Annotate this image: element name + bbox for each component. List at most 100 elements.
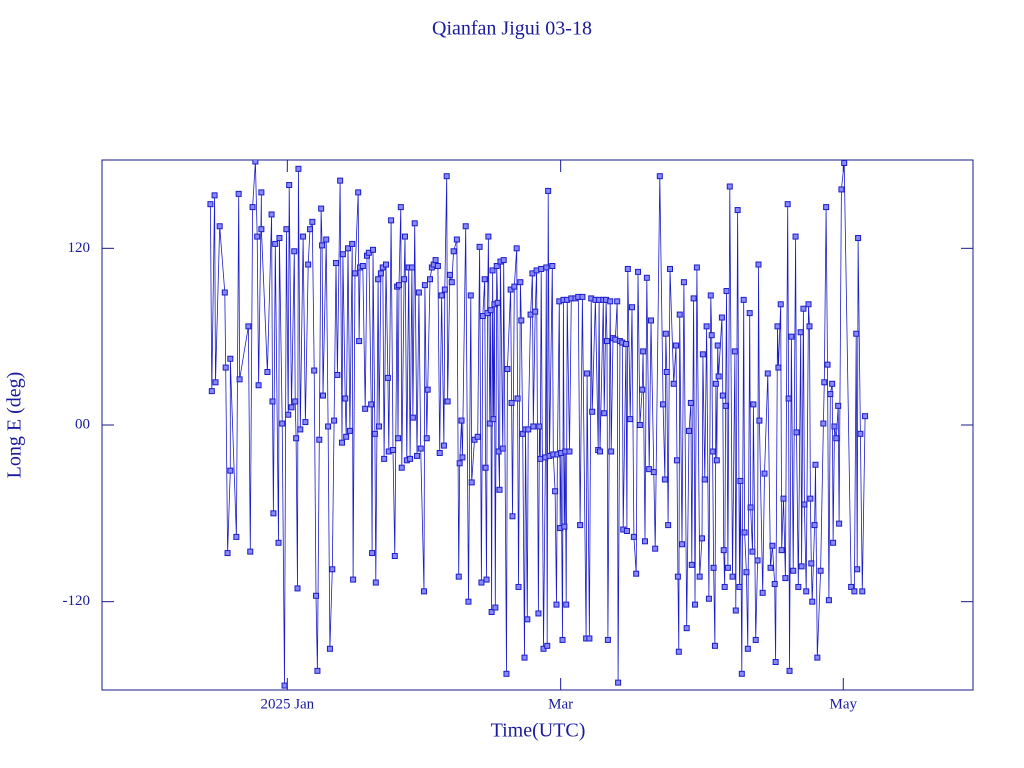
- track-point: [788, 333, 795, 340]
- track-point: [775, 364, 782, 371]
- track-point: [648, 317, 655, 324]
- track-point: [851, 588, 858, 595]
- track-point: [713, 457, 720, 464]
- track-point: [346, 427, 353, 434]
- track-point: [701, 476, 708, 483]
- track-point: [703, 323, 710, 330]
- track-point: [643, 274, 650, 281]
- track-point: [411, 220, 418, 227]
- track-point: [830, 539, 837, 546]
- track-point: [468, 479, 475, 486]
- track-point: [334, 371, 341, 378]
- track-point: [490, 416, 497, 423]
- track-point: [812, 461, 819, 468]
- track-point: [679, 541, 686, 548]
- track-point: [441, 286, 448, 293]
- track-point: [384, 374, 391, 381]
- track-point: [724, 564, 731, 571]
- track-point: [395, 435, 402, 442]
- track-point: [712, 380, 719, 387]
- track-point: [825, 597, 832, 604]
- track-point: [455, 573, 462, 580]
- track-point: [639, 386, 646, 393]
- track-point: [496, 486, 503, 493]
- track-point: [774, 323, 781, 330]
- track-point: [521, 654, 528, 661]
- track-point: [503, 670, 510, 677]
- track-point: [227, 355, 234, 362]
- track-point: [680, 279, 687, 286]
- track-point: [224, 550, 231, 557]
- track-point: [499, 445, 506, 452]
- track-point: [350, 576, 357, 583]
- track-point: [714, 342, 721, 349]
- track-point: [721, 583, 728, 590]
- track-point: [650, 469, 657, 476]
- track-point: [696, 573, 703, 580]
- track-point: [604, 636, 611, 643]
- track-point: [764, 370, 771, 377]
- track-point: [207, 201, 214, 208]
- track-point: [417, 445, 424, 452]
- track-point: [508, 399, 515, 406]
- track-point: [537, 455, 544, 462]
- y-tick-label: -120: [63, 593, 91, 609]
- track-point: [309, 218, 316, 225]
- y-tick-label: 00: [75, 416, 90, 432]
- chart-title: Qianfan Jigui 03-18: [432, 18, 592, 40]
- track-point: [854, 566, 861, 573]
- track-point: [369, 550, 376, 557]
- track-point: [465, 598, 472, 605]
- track-point: [486, 420, 493, 427]
- track-point: [623, 528, 630, 534]
- track-point: [319, 242, 326, 249]
- track-point: [221, 289, 228, 296]
- track-point: [444, 398, 451, 405]
- track-point: [255, 382, 262, 389]
- track-point: [397, 204, 404, 211]
- track-point: [362, 405, 369, 412]
- track-point: [722, 402, 729, 409]
- track-point: [676, 311, 683, 318]
- track-point: [492, 604, 499, 611]
- track-point: [715, 373, 722, 380]
- track-point: [337, 177, 344, 184]
- track-point: [504, 366, 511, 373]
- track-point: [401, 276, 408, 283]
- track-point: [759, 589, 766, 596]
- track-point: [767, 564, 774, 571]
- track-point: [474, 433, 481, 440]
- track-point: [720, 547, 727, 554]
- track-point: [749, 548, 756, 555]
- track-point: [276, 235, 283, 242]
- track-point: [729, 573, 736, 580]
- track-point: [736, 583, 743, 590]
- track-point: [398, 464, 405, 471]
- track-point: [862, 413, 869, 420]
- track-point: [332, 260, 339, 267]
- track-point: [450, 248, 457, 255]
- track-point: [785, 395, 792, 402]
- track-point: [407, 455, 414, 462]
- track-point: [755, 261, 762, 268]
- track-point: [286, 182, 293, 189]
- track-point: [629, 304, 636, 311]
- track-point: [803, 588, 810, 595]
- track-point: [665, 522, 672, 529]
- track-point: [236, 376, 243, 383]
- plot-area: [207, 160, 869, 689]
- track-point: [708, 332, 715, 339]
- track-point: [349, 240, 356, 247]
- track-point: [584, 370, 591, 377]
- track-point: [458, 417, 465, 424]
- track-point: [814, 654, 821, 661]
- track-point: [633, 570, 640, 577]
- track-point: [737, 477, 744, 484]
- track-point: [615, 679, 622, 686]
- track-point: [489, 267, 496, 274]
- track-point: [500, 257, 507, 264]
- track-point: [325, 423, 332, 430]
- track-point: [485, 233, 492, 240]
- track-point: [313, 592, 320, 599]
